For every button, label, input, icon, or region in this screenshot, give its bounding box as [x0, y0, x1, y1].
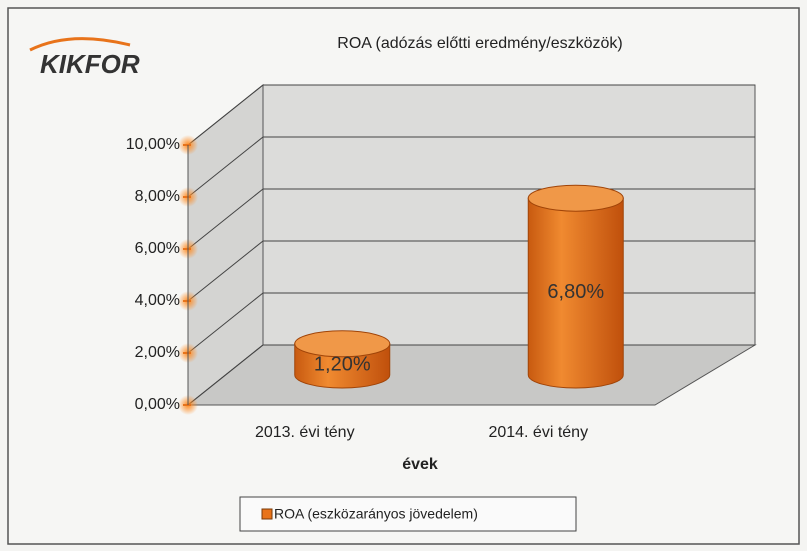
x-axis-label: évek — [402, 456, 438, 473]
data-label: 6,80% — [547, 281, 604, 303]
floor — [186, 344, 757, 406]
bar-top — [527, 184, 624, 212]
y-tick-label: 4,00% — [135, 292, 180, 309]
y-tick-label: 0,00% — [135, 396, 180, 413]
back-wall — [262, 84, 756, 346]
y-tick-label: 8,00% — [135, 188, 180, 205]
chart-title: ROA (adózás előtti eredmény/eszközök) — [337, 35, 622, 52]
legend-swatch — [261, 508, 273, 520]
x-tick-label: 2013. évi tény — [255, 424, 355, 441]
y-tick-label: 2,00% — [135, 344, 180, 361]
data-label: 1,20% — [314, 354, 371, 376]
bar-top — [294, 330, 391, 358]
legend — [239, 496, 577, 532]
y-tick-label: 10,00% — [126, 136, 180, 153]
grid-line — [187, 136, 755, 198]
legend-label: ROA (eszközarányos jövedelem) — [274, 506, 478, 522]
logo-swoosh — [29, 37, 131, 52]
bar — [527, 197, 624, 389]
y-tick-label: 6,00% — [135, 240, 180, 257]
logo: KIKFOR — [40, 49, 140, 79]
x-tick-label: 2014. évi tény — [488, 424, 588, 441]
grid-line — [187, 84, 755, 146]
